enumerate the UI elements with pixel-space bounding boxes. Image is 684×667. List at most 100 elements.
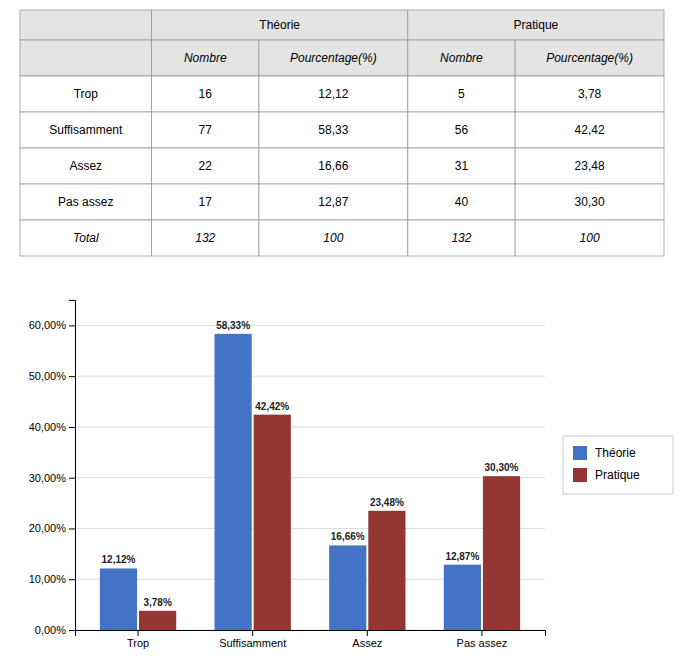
table-group-header-text: Pratique xyxy=(514,18,559,32)
bar-series xyxy=(100,334,481,630)
legend-swatch xyxy=(573,468,587,482)
grid-line xyxy=(75,325,545,326)
table-body-cell xyxy=(259,76,408,112)
tick-label: 60,00% xyxy=(29,319,67,331)
axis-line xyxy=(69,301,76,631)
table-body-cell xyxy=(515,220,664,256)
table-body-text: Total xyxy=(73,231,99,245)
data-label: 12,87% xyxy=(445,551,479,562)
tick-mark xyxy=(138,630,139,636)
table-body-cell xyxy=(259,184,408,220)
table-body-text: 22 xyxy=(199,159,213,173)
table-body-cell xyxy=(408,220,515,256)
tick-label: Pas assez xyxy=(457,637,508,649)
legend-frame xyxy=(563,436,673,494)
table-body-cell xyxy=(408,112,515,148)
bar xyxy=(483,476,520,630)
grid-line xyxy=(75,528,545,529)
bar xyxy=(444,565,481,630)
bar xyxy=(368,511,405,630)
tick-label: 20,00% xyxy=(29,522,67,534)
tick-label: 0,00% xyxy=(35,624,66,636)
table-body-text: 42,42 xyxy=(575,123,605,137)
tick-label: 40,00% xyxy=(29,421,67,433)
bar-chart: 12,12%58,33%16,66%12,87%3,78%42,42%23,48… xyxy=(29,301,673,649)
tick-label: Assez xyxy=(352,637,382,649)
table-body-text: Suffisamment xyxy=(49,123,123,137)
table-body-cell xyxy=(515,76,664,112)
table-body-cell xyxy=(259,112,408,148)
table-group-header-cell xyxy=(408,10,664,40)
axis-line xyxy=(76,631,546,637)
bar xyxy=(254,415,291,630)
tick-mark xyxy=(367,630,368,636)
table-body-text: 31 xyxy=(455,159,469,173)
table-body-text: 30,30 xyxy=(575,195,605,209)
table-column-header-text: Nombre xyxy=(184,51,227,65)
table-body-cell xyxy=(20,184,152,220)
table-body-text: Pas assez xyxy=(58,195,113,209)
table-body-text: 17 xyxy=(199,195,213,209)
table-body-cell xyxy=(152,184,259,220)
x-tick: Suffisamment xyxy=(219,630,286,649)
tick-label: Suffisamment xyxy=(219,637,286,649)
x-tick: Pas assez xyxy=(457,630,508,649)
bar xyxy=(139,611,176,630)
x-tick: Trop xyxy=(127,630,149,649)
table-column-header-text: Pourcentage(%) xyxy=(290,51,377,65)
table-body-text: Assez xyxy=(69,159,102,173)
table-body-cell xyxy=(515,148,664,184)
table-body-cell xyxy=(152,220,259,256)
table-body-cell xyxy=(259,148,408,184)
y-tick: 50,00% xyxy=(29,370,75,382)
tick-label: Trop xyxy=(127,637,149,649)
bar xyxy=(215,334,252,630)
grid-line xyxy=(75,426,545,427)
table-body-text: 40 xyxy=(455,195,469,209)
table-body-text: 16,66 xyxy=(318,159,348,173)
x-tick: Assez xyxy=(352,630,382,649)
data-label: 58,33% xyxy=(216,320,250,331)
tick-mark xyxy=(252,630,253,636)
data-label: 3,78% xyxy=(143,597,171,608)
table-body-text: 3,78 xyxy=(578,87,602,101)
grid xyxy=(75,325,545,630)
table-group-header-cell xyxy=(152,10,408,40)
table-group-header-cell xyxy=(20,10,152,40)
table-body-cell xyxy=(515,184,664,220)
table-body-text: 58,33 xyxy=(318,123,348,137)
y-tick: 10,00% xyxy=(29,573,75,585)
legend-label: Pratique xyxy=(595,468,640,482)
data-label: 23,48% xyxy=(370,497,404,508)
chart-root: ThéoriePratiqueNombrePourcentage(%)Nombr… xyxy=(0,0,684,667)
bar xyxy=(329,545,366,630)
tick-mark xyxy=(69,528,75,529)
table-body-cell xyxy=(408,148,515,184)
table-body-cell xyxy=(152,112,259,148)
y-tick: 30,00% xyxy=(29,472,75,484)
table-group-header-text: Théorie xyxy=(259,18,300,32)
table-column-header-text: Pourcentage(%) xyxy=(546,51,633,65)
tick-mark xyxy=(69,630,75,631)
bars xyxy=(100,334,520,630)
y-tick: 60,00% xyxy=(29,319,75,331)
tick-label: 50,00% xyxy=(29,370,67,382)
table-column-header-cell xyxy=(152,40,259,76)
table-body-text: 23,48 xyxy=(575,159,605,173)
grid-line xyxy=(75,376,545,377)
table-body-cell xyxy=(20,148,152,184)
table-body-cell xyxy=(259,220,408,256)
table-body-text: 12,12 xyxy=(318,87,348,101)
legend: ThéoriePratique xyxy=(563,436,673,494)
table-body-text: 5 xyxy=(458,87,465,101)
x-axis: Trop Suffisamment Assez Pas assez xyxy=(76,630,546,649)
tick-label: 30,00% xyxy=(29,472,67,484)
tick-mark xyxy=(69,376,75,377)
legend-swatch xyxy=(573,446,587,460)
y-tick: 0,00% xyxy=(35,624,75,636)
table-body-cell xyxy=(20,112,152,148)
table-body-cell xyxy=(408,76,515,112)
table-body-text: 12,87 xyxy=(318,195,348,209)
table-body-text: 100 xyxy=(580,231,600,245)
data-label: 30,30% xyxy=(485,462,519,473)
